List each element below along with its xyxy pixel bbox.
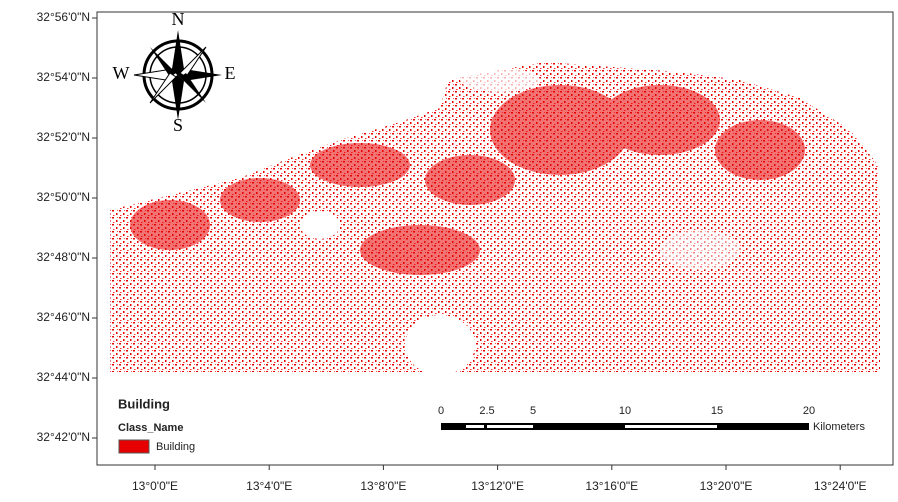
compass-east: E (225, 63, 236, 83)
legend-item: Building (156, 441, 195, 453)
latitude-label: 32°44'0"N (37, 370, 90, 384)
scale-segment (487, 425, 533, 428)
longitude-label: 13°24'0"E (814, 479, 867, 493)
longitude-label: 13°4'0"E (246, 479, 292, 493)
latitude-label: 32°54'0"N (37, 70, 90, 84)
legend-swatch (119, 440, 149, 453)
latitude-label: 32°48'0"N (37, 250, 90, 264)
legend-title: Building (118, 396, 170, 411)
compass-south: S (173, 115, 183, 135)
scale-segment (466, 425, 484, 428)
latitude-label: 32°50'0"N (37, 190, 90, 204)
page: {"map": { "latitude_labels": ["32°56'0\"… (0, 0, 898, 502)
latitude-label: 32°56'0"N (37, 10, 90, 24)
longitude-label: 13°16'0"E (585, 479, 638, 493)
scale-label: 5 (530, 405, 536, 417)
longitude-label: 13°8'0"E (360, 479, 406, 493)
latitude-label: 32°46'0"N (37, 310, 90, 324)
scale-unit: Kilometers (813, 421, 865, 433)
legend-field: Class_Name (118, 422, 183, 434)
map: N S E W Building Class_Name Building 0 2.… (0, 0, 898, 502)
compass-west: W (113, 63, 130, 83)
scale-label: 10 (619, 405, 631, 417)
longitude-label: 13°20'0"E (700, 479, 753, 493)
compass-north: N (172, 9, 185, 29)
scale-label: 0 (438, 405, 444, 417)
scale-label: 15 (711, 405, 723, 417)
scale-segment (625, 425, 717, 428)
latitude-label: 32°52'0"N (37, 130, 90, 144)
latitude-label: 32°42'0"N (37, 430, 90, 444)
scale-label: 2.5 (479, 405, 494, 417)
longitude-label: 13°0'0"E (132, 479, 178, 493)
scale-label: 20 (803, 405, 815, 417)
longitude-label: 13°12'0"E (471, 479, 524, 493)
